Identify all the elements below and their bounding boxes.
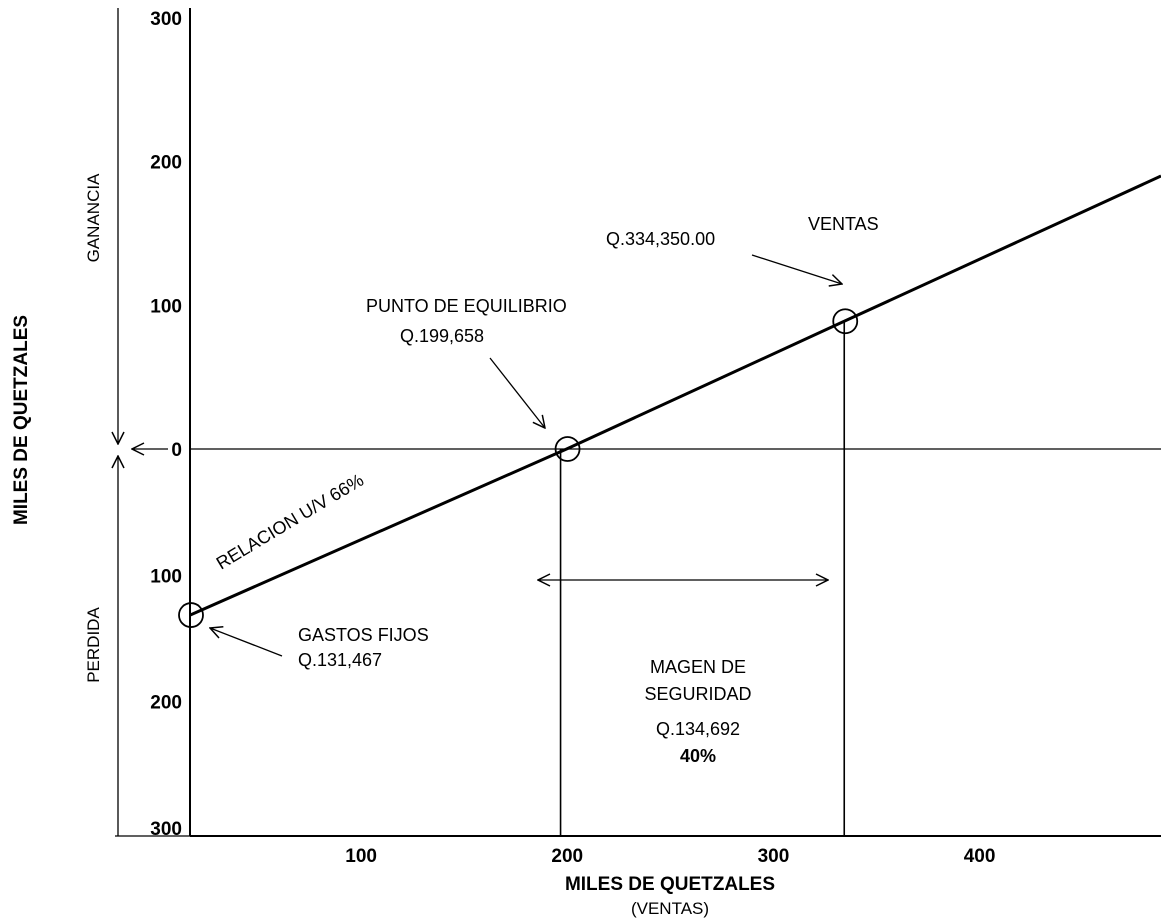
y-tick-label: 0 [171,440,182,461]
ventas-arrow [751,254,842,284]
x-tick-label: 400 [964,846,996,867]
y-tick-label: 100 [150,566,182,587]
equilibrio-point [554,436,581,462]
perdida-label: PERDIDA [84,607,103,683]
margen-label-1: MAGEN DE [650,657,746,677]
x-tick-label: 300 [758,846,790,867]
x-tick-label: 100 [345,846,377,867]
equilibrio-label: PUNTO DE EQUILIBRIO [366,296,567,316]
ventas-value: Q.334,350.00 [606,229,715,249]
annotation-arrows [210,254,842,657]
x-axis-subtitle: (VENTAS) [631,899,709,918]
annotations: VENTAS Q.334,350.00 PUNTO DE EQUILIBRIO … [213,214,879,766]
y-tick-label: 300 [150,819,182,840]
relacion-label: RELACION U/V 66% [213,470,367,574]
margen-pct: 40% [680,746,716,766]
ventas-point [832,308,859,335]
margen-value: Q.134,692 [656,719,740,739]
highlight-points [178,308,859,628]
series-line [189,174,1161,617]
x-axis-title: MILES DE QUETZALES [565,874,775,895]
y-tick-label: 300 [150,9,182,30]
y-tick-label: 200 [150,693,182,714]
region-arrows [118,8,168,836]
y-tick-label: 100 [150,296,182,317]
titles: GANANCIA PERDIDA MILES DE QUETZALES MILE… [11,173,775,918]
gastos-label: GASTOS FIJOS [298,625,429,645]
gastos-value: Q.131,467 [298,650,382,670]
ganancia-label: GANANCIA [84,173,103,262]
y-axis-title: MILES DE QUETZALES [11,315,32,525]
ventas-label: VENTAS [808,214,879,234]
axes [115,8,1161,837]
x-tick-label: 200 [551,846,583,867]
gastos-fijos-point [178,602,204,628]
equilibrio-arrow [489,357,545,428]
equilibrio-value: Q.199,658 [400,326,484,346]
x-tick-labels: 100 200 300 400 [345,846,995,867]
y-tick-label: 200 [150,153,182,174]
reference-lines [559,321,846,836]
y-tick-labels: 300 200 100 0 100 200 300 [150,9,182,840]
gastos-arrow [210,628,283,657]
margen-label-2: SEGURIDAD [644,684,751,704]
